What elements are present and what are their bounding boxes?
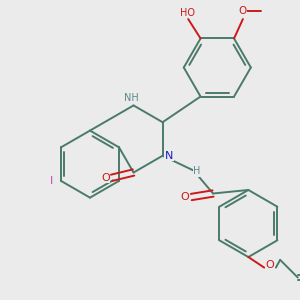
- Text: NH: NH: [124, 93, 139, 103]
- Text: I: I: [50, 176, 53, 186]
- Text: HO: HO: [180, 8, 195, 18]
- Text: O: O: [266, 260, 274, 270]
- Text: O: O: [181, 192, 189, 202]
- Text: H: H: [194, 166, 201, 176]
- Text: O: O: [101, 173, 110, 183]
- Text: N: N: [165, 151, 173, 161]
- Text: O: O: [239, 6, 247, 16]
